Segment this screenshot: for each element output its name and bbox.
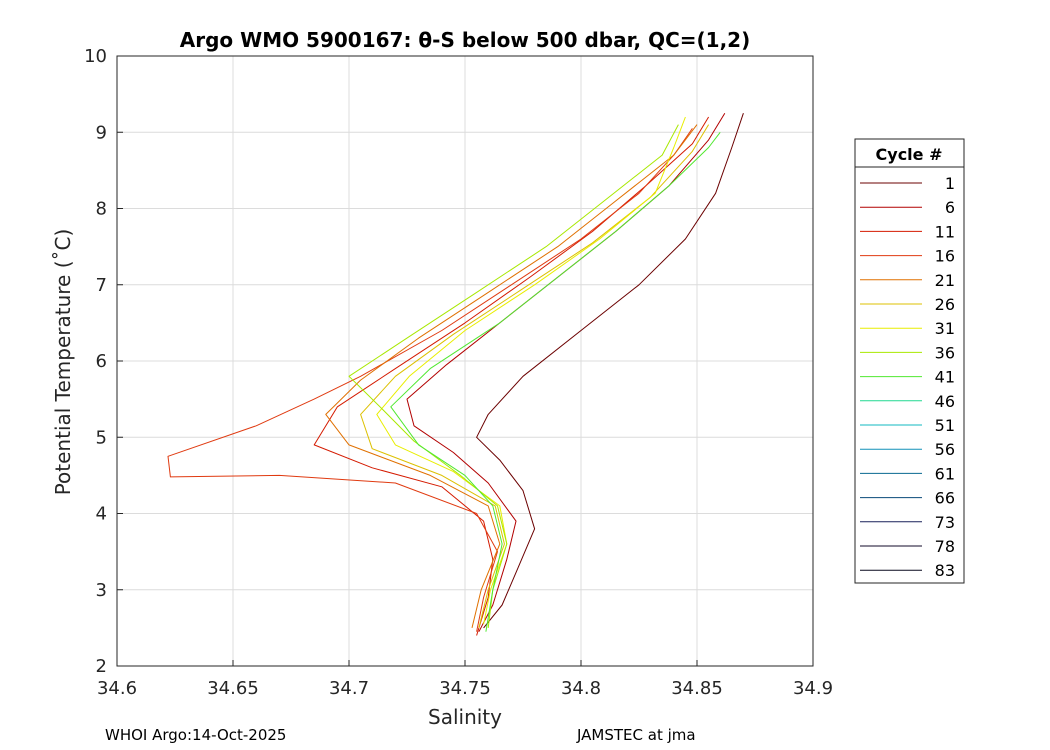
x-tick-label: 34.75	[439, 678, 491, 699]
x-tick-label: 34.85	[671, 678, 723, 699]
y-tick-label: 7	[96, 275, 107, 296]
legend-label-cycle-66: 66	[935, 489, 955, 508]
y-tick-label: 2	[96, 656, 107, 677]
x-tick-label: 34.65	[207, 678, 259, 699]
legend-label-cycle-21: 21	[935, 271, 955, 290]
legend-label-cycle-1: 1	[945, 174, 955, 193]
x-tick-label: 34.9	[793, 678, 833, 699]
x-axis-label: Salinity	[428, 705, 502, 729]
legend-label-cycle-16: 16	[935, 247, 955, 266]
legend-label-cycle-61: 61	[935, 464, 955, 483]
chart-title: Argo WMO 5900167: θ-S below 500 dbar, QC…	[180, 28, 750, 52]
y-tick-label: 8	[96, 199, 107, 220]
series-line-cycle-36	[348, 124, 679, 628]
series-line-cycle-1	[476, 113, 744, 629]
legend-label-cycle-73: 73	[935, 513, 955, 532]
legend-label-cycle-26: 26	[935, 295, 955, 314]
legend-label-cycle-51: 51	[935, 416, 955, 435]
y-tick-label: 3	[96, 580, 107, 601]
x-axis-ticks: 34.6 34.65 34.7 34.75 34.8 34.85 34.9	[97, 660, 833, 699]
legend-label-cycle-56: 56	[935, 440, 955, 459]
legend-label-cycle-46: 46	[935, 392, 955, 411]
legend-title: Cycle #	[876, 145, 943, 164]
series-layer	[167, 112, 744, 636]
legend-label-cycle-36: 36	[935, 343, 955, 362]
x-tick-label: 34.8	[561, 678, 601, 699]
x-tick-label: 34.6	[97, 678, 137, 699]
legend-label-cycle-78: 78	[935, 537, 955, 556]
footer-credit: JAMSTEC at jma	[577, 726, 696, 744]
x-tick-label: 34.7	[329, 678, 369, 699]
legend-label-cycle-41: 41	[935, 368, 955, 387]
legend-label-cycle-6: 6	[945, 198, 955, 217]
series-line-cycle-11	[313, 116, 710, 636]
y-tick-label: 5	[96, 427, 107, 448]
y-axis-ticks: 2 3 4 5 6 7 8 9 10	[84, 46, 123, 677]
y-axis-label: Potential Temperature (˚C)	[51, 229, 75, 496]
series-line-cycle-21	[325, 124, 698, 629]
y-tick-label: 6	[96, 351, 107, 372]
legend-label-cycle-31: 31	[935, 319, 955, 338]
series-line-cycle-41	[390, 131, 721, 632]
series-line-cycle-16	[167, 128, 693, 632]
y-tick-label: 4	[96, 504, 107, 525]
legend-label-cycle-11: 11	[935, 222, 955, 241]
y-tick-label: 10	[84, 46, 107, 67]
y-tick-label: 9	[96, 122, 107, 143]
legend-box	[854, 138, 965, 584]
footer-source: WHOI Argo:14-Oct-2025	[105, 726, 287, 744]
legend-label-cycle-83: 83	[935, 561, 955, 580]
